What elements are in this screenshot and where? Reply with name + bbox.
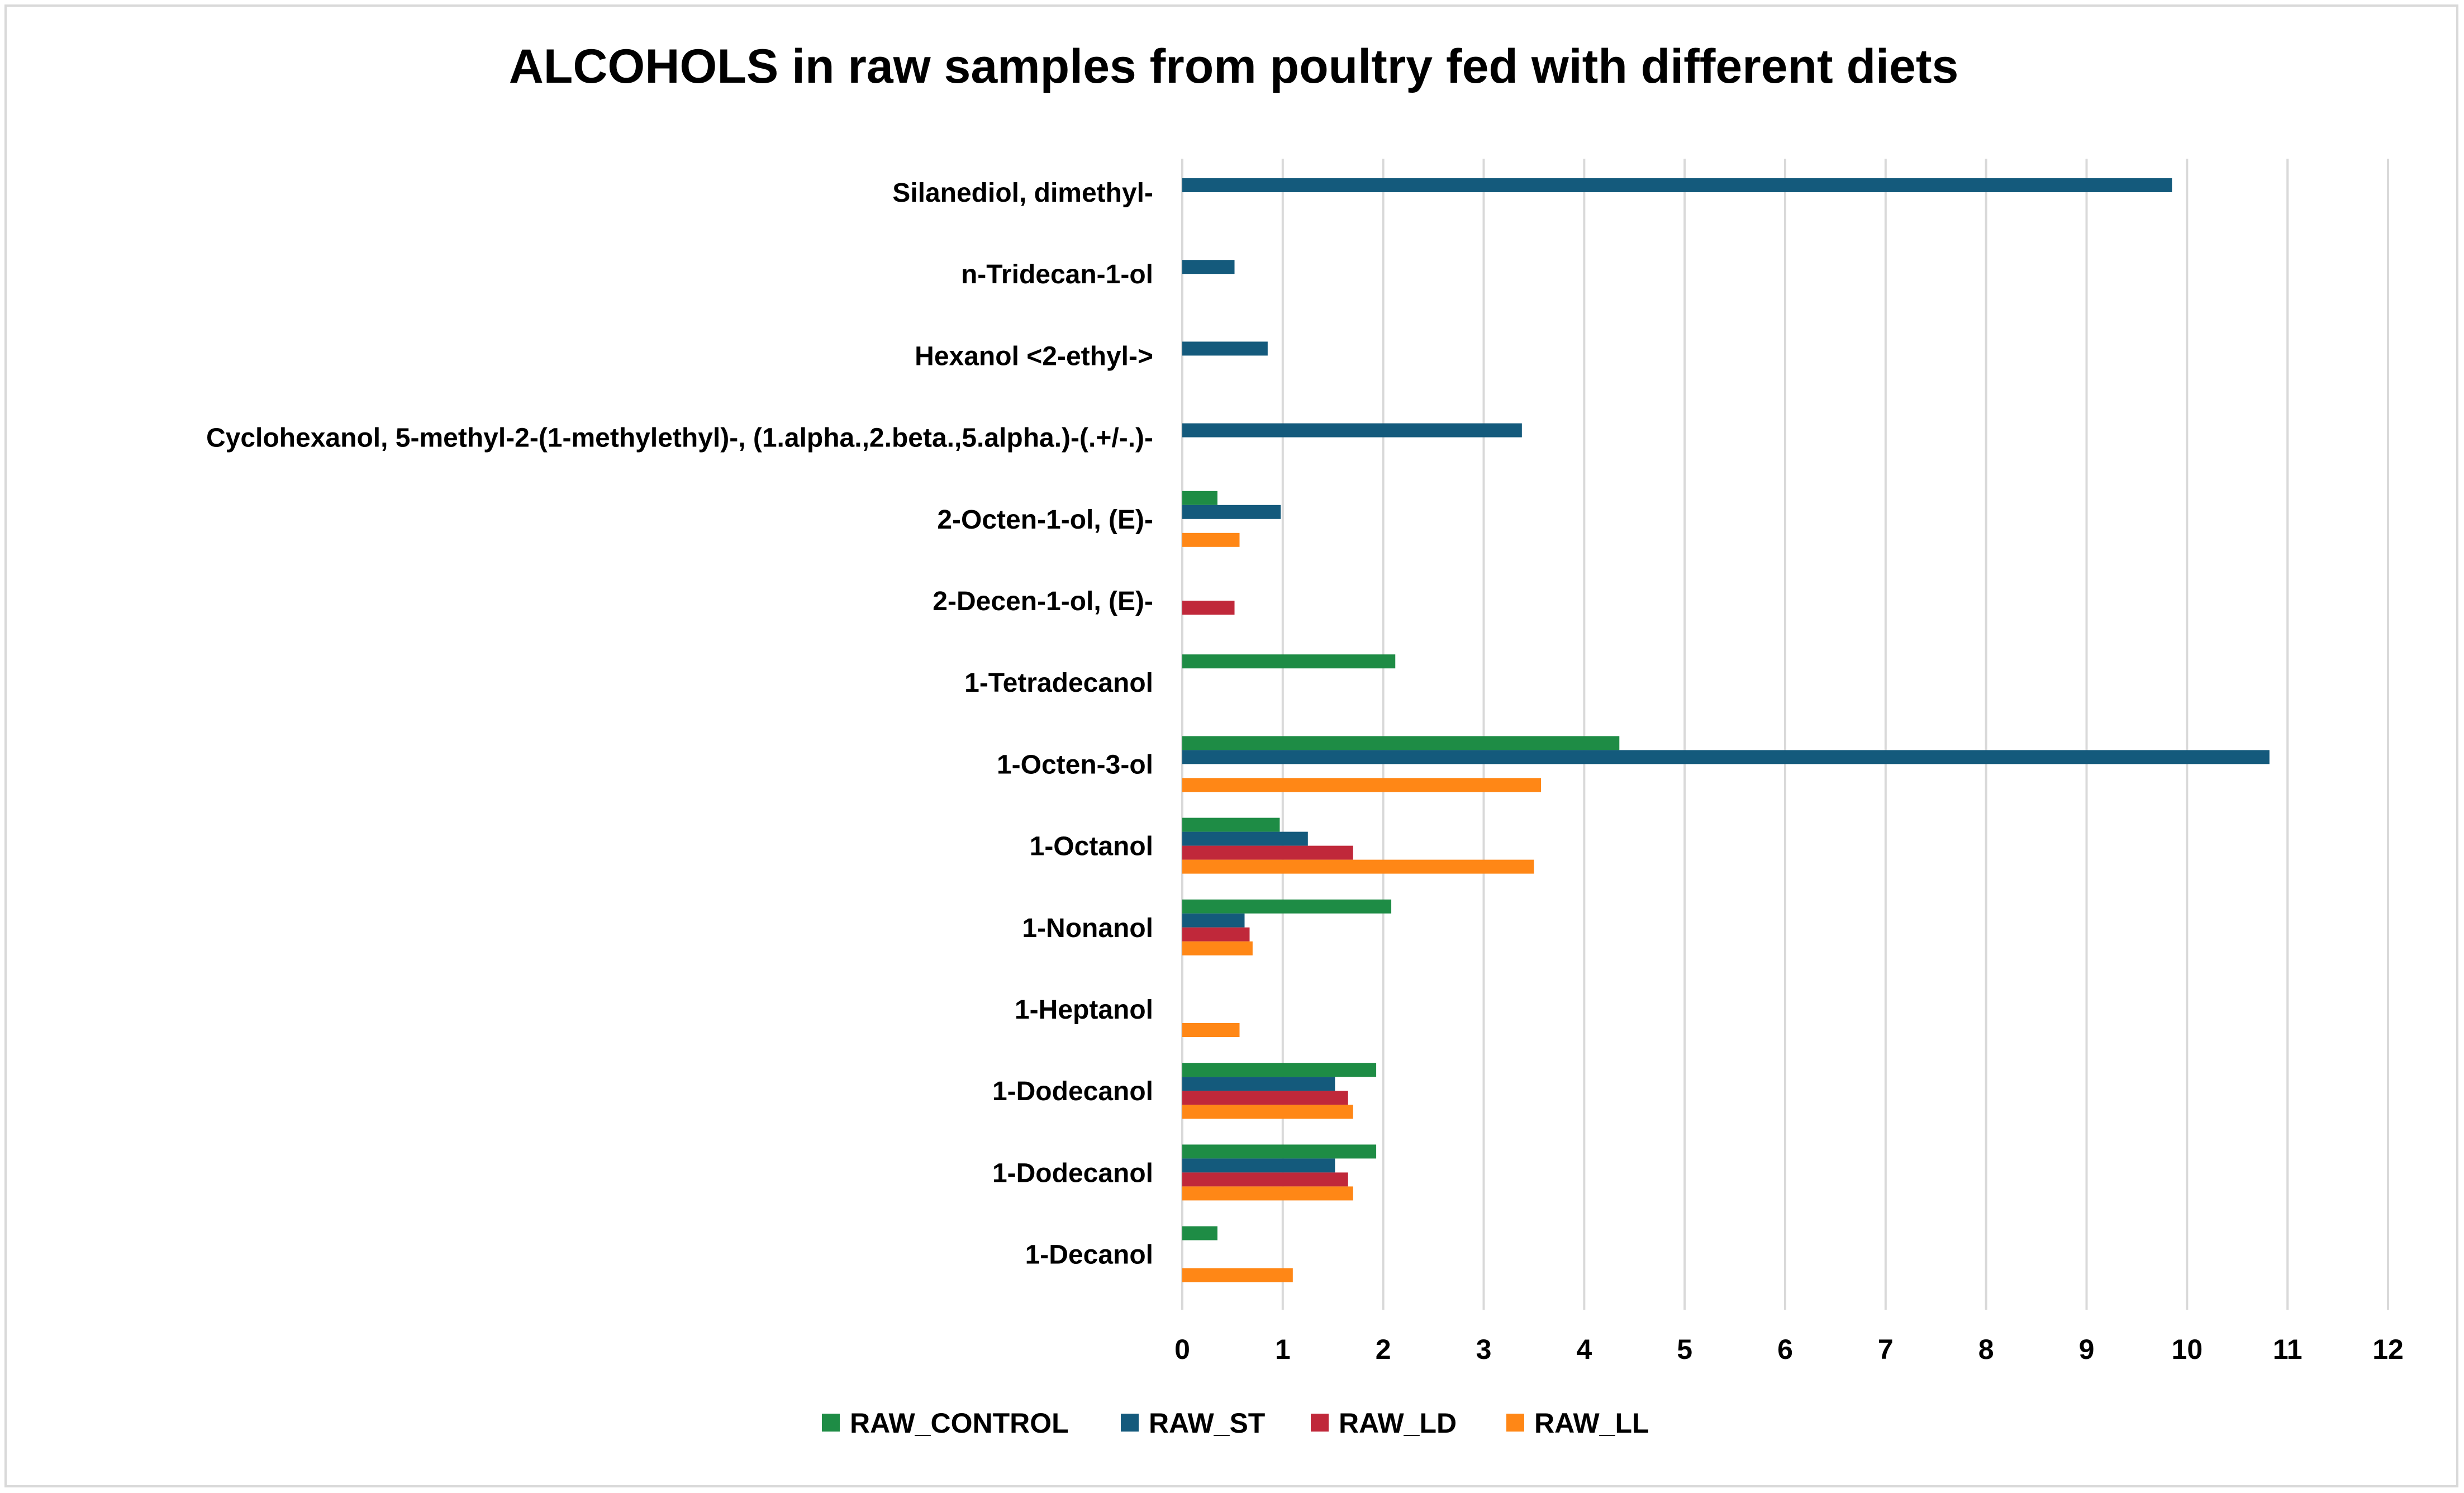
x-tick-label: 7 <box>1878 1334 1894 1365</box>
legend-label: RAW_ST <box>1149 1408 1265 1439</box>
bar-raw-st <box>1182 1158 1335 1173</box>
x-tick-label: 11 <box>2273 1334 2303 1365</box>
x-tick-label: 0 <box>1174 1334 1190 1365</box>
bar-raw-control <box>1182 1226 1217 1240</box>
x-tick-label: 12 <box>2372 1334 2404 1365</box>
bar-raw-ld <box>1182 845 1353 860</box>
category-label: 1-Tetradecanol <box>964 668 1153 698</box>
bar-raw-st <box>1182 750 2270 764</box>
x-tick-label: 4 <box>1576 1334 1592 1365</box>
x-tick-label: 2 <box>1376 1334 1391 1365</box>
bar-raw-st <box>1182 1077 1335 1091</box>
legend-swatch <box>1121 1414 1139 1432</box>
legend-label: RAW_LD <box>1339 1408 1457 1439</box>
chart-frame: ALCOHOLS in raw samples from poultry fed… <box>4 4 2458 1487</box>
bar-raw-control <box>1182 736 1620 750</box>
bar-raw-ll <box>1182 1268 1293 1282</box>
x-axis-tick-labels: 0 1 2 3 4 5 6 7 8 9 10 11 12 <box>1174 1334 2404 1365</box>
category-label: 2-Octen-1-ol, (E)- <box>937 505 1153 535</box>
bar-raw-ld <box>1182 1091 1348 1105</box>
bar-raw-st <box>1182 178 2172 192</box>
category-label: 1-Dodecanol <box>992 1077 1153 1106</box>
bar-raw-ll <box>1182 1186 1353 1201</box>
bar-raw-control <box>1182 654 1396 669</box>
bar-raw-ll <box>1182 941 1253 955</box>
category-label: n-Tridecan-1-ol <box>961 260 1153 289</box>
bar-raw-ll <box>1182 1023 1240 1037</box>
category-label: 1-Nonanol <box>1022 914 1153 943</box>
legend: RAW_CONTROL RAW_ST RAW_LD RAW_LL <box>822 1408 1649 1439</box>
bar-raw-st <box>1182 260 1235 274</box>
category-label: 1-Decanol <box>1025 1240 1153 1270</box>
category-label: 1-Octen-3-ol <box>997 750 1153 779</box>
category-label: 1-Heptanol <box>1015 995 1153 1025</box>
bars <box>1182 178 2270 1282</box>
bar-raw-ld <box>1182 601 1235 615</box>
bar-raw-control <box>1182 899 1392 914</box>
bar-raw-ll <box>1182 778 1542 792</box>
category-label: Silanediol, dimethyl- <box>892 178 1153 208</box>
legend-swatch <box>822 1414 840 1432</box>
x-tick-label: 6 <box>1777 1334 1793 1365</box>
bar-raw-ld <box>1182 1172 1348 1187</box>
bar-raw-st <box>1182 505 1281 519</box>
bar-raw-ld <box>1182 927 1250 942</box>
category-label: 1-Octanol <box>1030 832 1153 862</box>
legend-swatch <box>1506 1414 1524 1432</box>
bar-raw-control <box>1182 1063 1377 1077</box>
legend-label: RAW_LL <box>1534 1408 1649 1439</box>
x-tick-label: 3 <box>1476 1334 1492 1365</box>
bar-raw-ll <box>1182 859 1534 874</box>
grid-lines <box>1181 159 2389 1310</box>
bar-raw-st <box>1182 831 1308 846</box>
category-label: Cyclohexanol, 5-methyl-2-(1-methylethyl)… <box>206 424 1153 453</box>
bar-raw-st <box>1182 341 1268 356</box>
bar-raw-st <box>1182 423 1522 438</box>
x-tick-label: 8 <box>1978 1334 1994 1365</box>
chart-title: ALCOHOLS in raw samples from poultry fed… <box>509 40 1959 93</box>
bar-raw-ll <box>1182 532 1240 547</box>
x-tick-label: 1 <box>1275 1334 1291 1365</box>
x-tick-label: 5 <box>1677 1334 1692 1365</box>
chart-svg: ALCOHOLS in raw samples from poultry fed… <box>206 40 2404 1439</box>
bar-raw-control <box>1182 1144 1377 1159</box>
category-label: 2-Decen-1-ol, (E)- <box>933 587 1153 616</box>
bar-raw-ll <box>1182 1105 1353 1119</box>
bar-raw-control <box>1182 491 1217 505</box>
category-labels: Silanediol, dimethyl-n-Tridecan-1-ol Hexa… <box>206 178 1153 1270</box>
category-label: 1-Dodecanol <box>992 1158 1153 1188</box>
bar-raw-st <box>1182 913 1245 928</box>
x-tick-label: 10 <box>2172 1334 2203 1365</box>
legend-swatch <box>1311 1414 1329 1432</box>
bar-raw-control <box>1182 817 1280 832</box>
legend-label: RAW_CONTROL <box>850 1408 1069 1439</box>
x-tick-label: 9 <box>2079 1334 2095 1365</box>
category-label: Hexanol <2-ethyl-> <box>915 341 1153 371</box>
